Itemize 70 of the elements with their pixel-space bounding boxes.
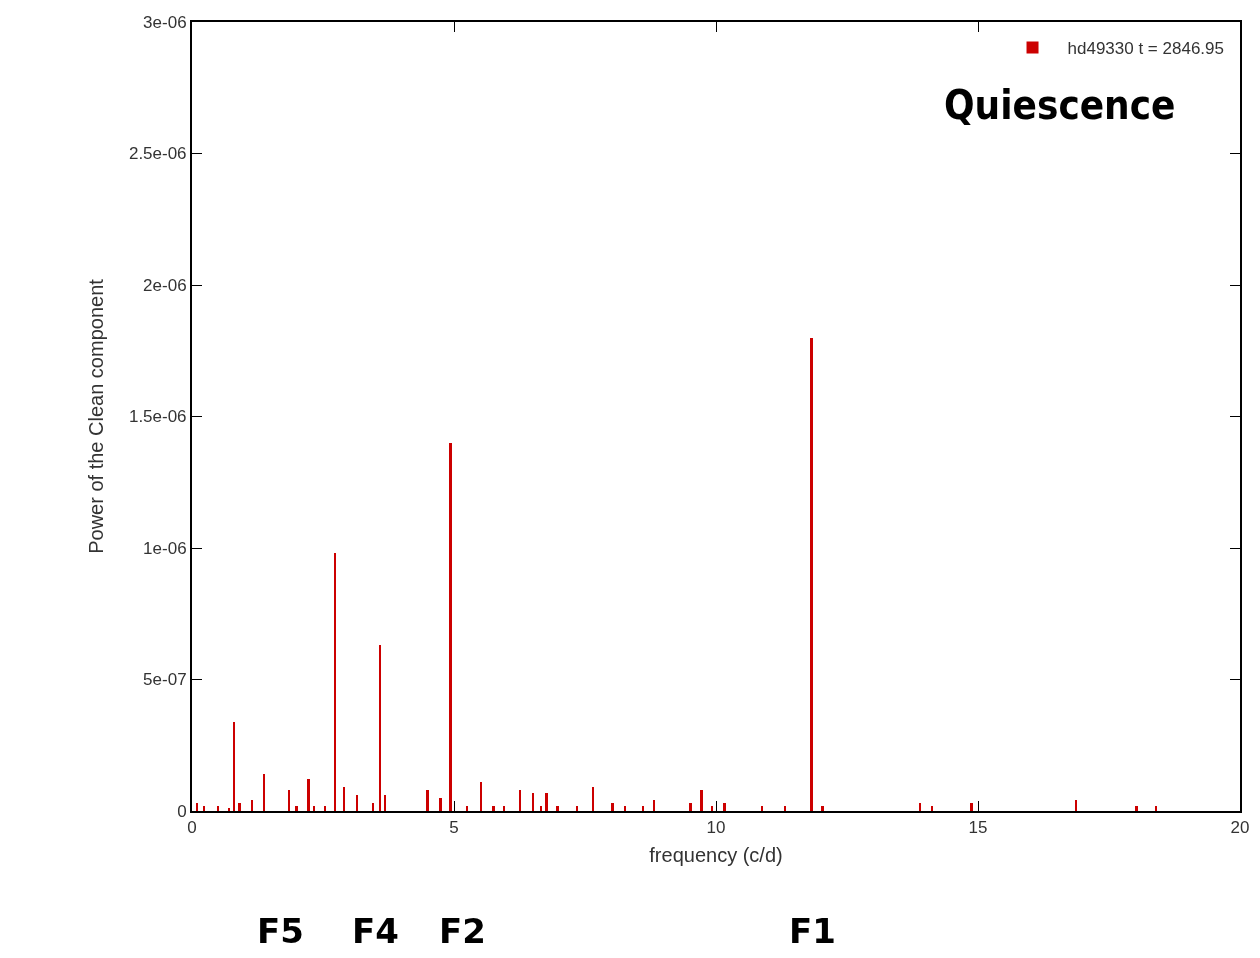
y-tick-label: 0 (177, 801, 187, 821)
bar (642, 806, 644, 811)
bar (356, 795, 358, 811)
annotation: Quiescence (944, 82, 1176, 128)
bar (653, 800, 655, 811)
bar (307, 779, 310, 811)
bar (295, 806, 298, 811)
bar (196, 803, 198, 811)
y-tick-label: 5e-07 (143, 670, 187, 690)
bar (576, 806, 578, 811)
bar (324, 806, 326, 811)
bar (379, 645, 381, 811)
text: F4 (352, 911, 399, 951)
bar (313, 806, 315, 811)
bar (1155, 806, 1157, 811)
bar (233, 722, 235, 811)
bar (203, 806, 205, 811)
y-tick-label: 1e-06 (143, 538, 187, 558)
y-axis-title: Power of the Clean component (84, 278, 107, 554)
bar (1075, 800, 1077, 811)
bar (810, 338, 813, 811)
bar (251, 800, 253, 811)
bar (492, 806, 495, 811)
bar (592, 787, 594, 811)
x-tick-label: 5 (449, 818, 459, 838)
bar (723, 803, 726, 811)
bar (503, 806, 505, 811)
bar (931, 806, 933, 811)
bar (611, 803, 614, 811)
bar (540, 806, 542, 811)
bar (439, 798, 442, 811)
bar (288, 790, 290, 811)
bar (1135, 806, 1138, 811)
bar (480, 782, 482, 811)
bar (263, 774, 265, 811)
bar (519, 790, 521, 811)
bar (761, 806, 763, 811)
bar (426, 790, 429, 811)
bar (343, 787, 345, 811)
bar (384, 795, 386, 811)
bar (970, 803, 973, 811)
y-tick-label: 3e-06 (143, 12, 187, 32)
bar (689, 803, 692, 811)
bar (228, 808, 230, 811)
bar (624, 806, 626, 811)
x-tick-label: 10 (706, 818, 726, 838)
text: F5 (257, 911, 304, 951)
x-tick-label: 15 (968, 818, 988, 838)
bar (821, 806, 824, 811)
bar (217, 806, 219, 811)
bar (532, 793, 534, 811)
bar (784, 806, 786, 811)
y-tick-label: 1.5e-06 (128, 407, 187, 427)
bar (238, 803, 241, 811)
text: F2 (439, 911, 486, 951)
bar (919, 803, 921, 811)
bar (545, 793, 548, 811)
y-tick-label: 2.5e-06 (128, 144, 187, 164)
bar (700, 790, 703, 811)
bar (372, 803, 374, 811)
bar (466, 806, 468, 811)
x-axis-title: frequency (c/d) (649, 844, 783, 867)
y-tick-label: 2e-06 (143, 275, 187, 295)
bar (334, 553, 336, 811)
text: F1 (789, 911, 836, 951)
bar (556, 806, 559, 811)
x-tick-label: 20 (1230, 818, 1250, 838)
bar (449, 443, 452, 811)
legend-label: hd49330 t = 2846.95 (1067, 39, 1224, 59)
bar (711, 806, 713, 811)
